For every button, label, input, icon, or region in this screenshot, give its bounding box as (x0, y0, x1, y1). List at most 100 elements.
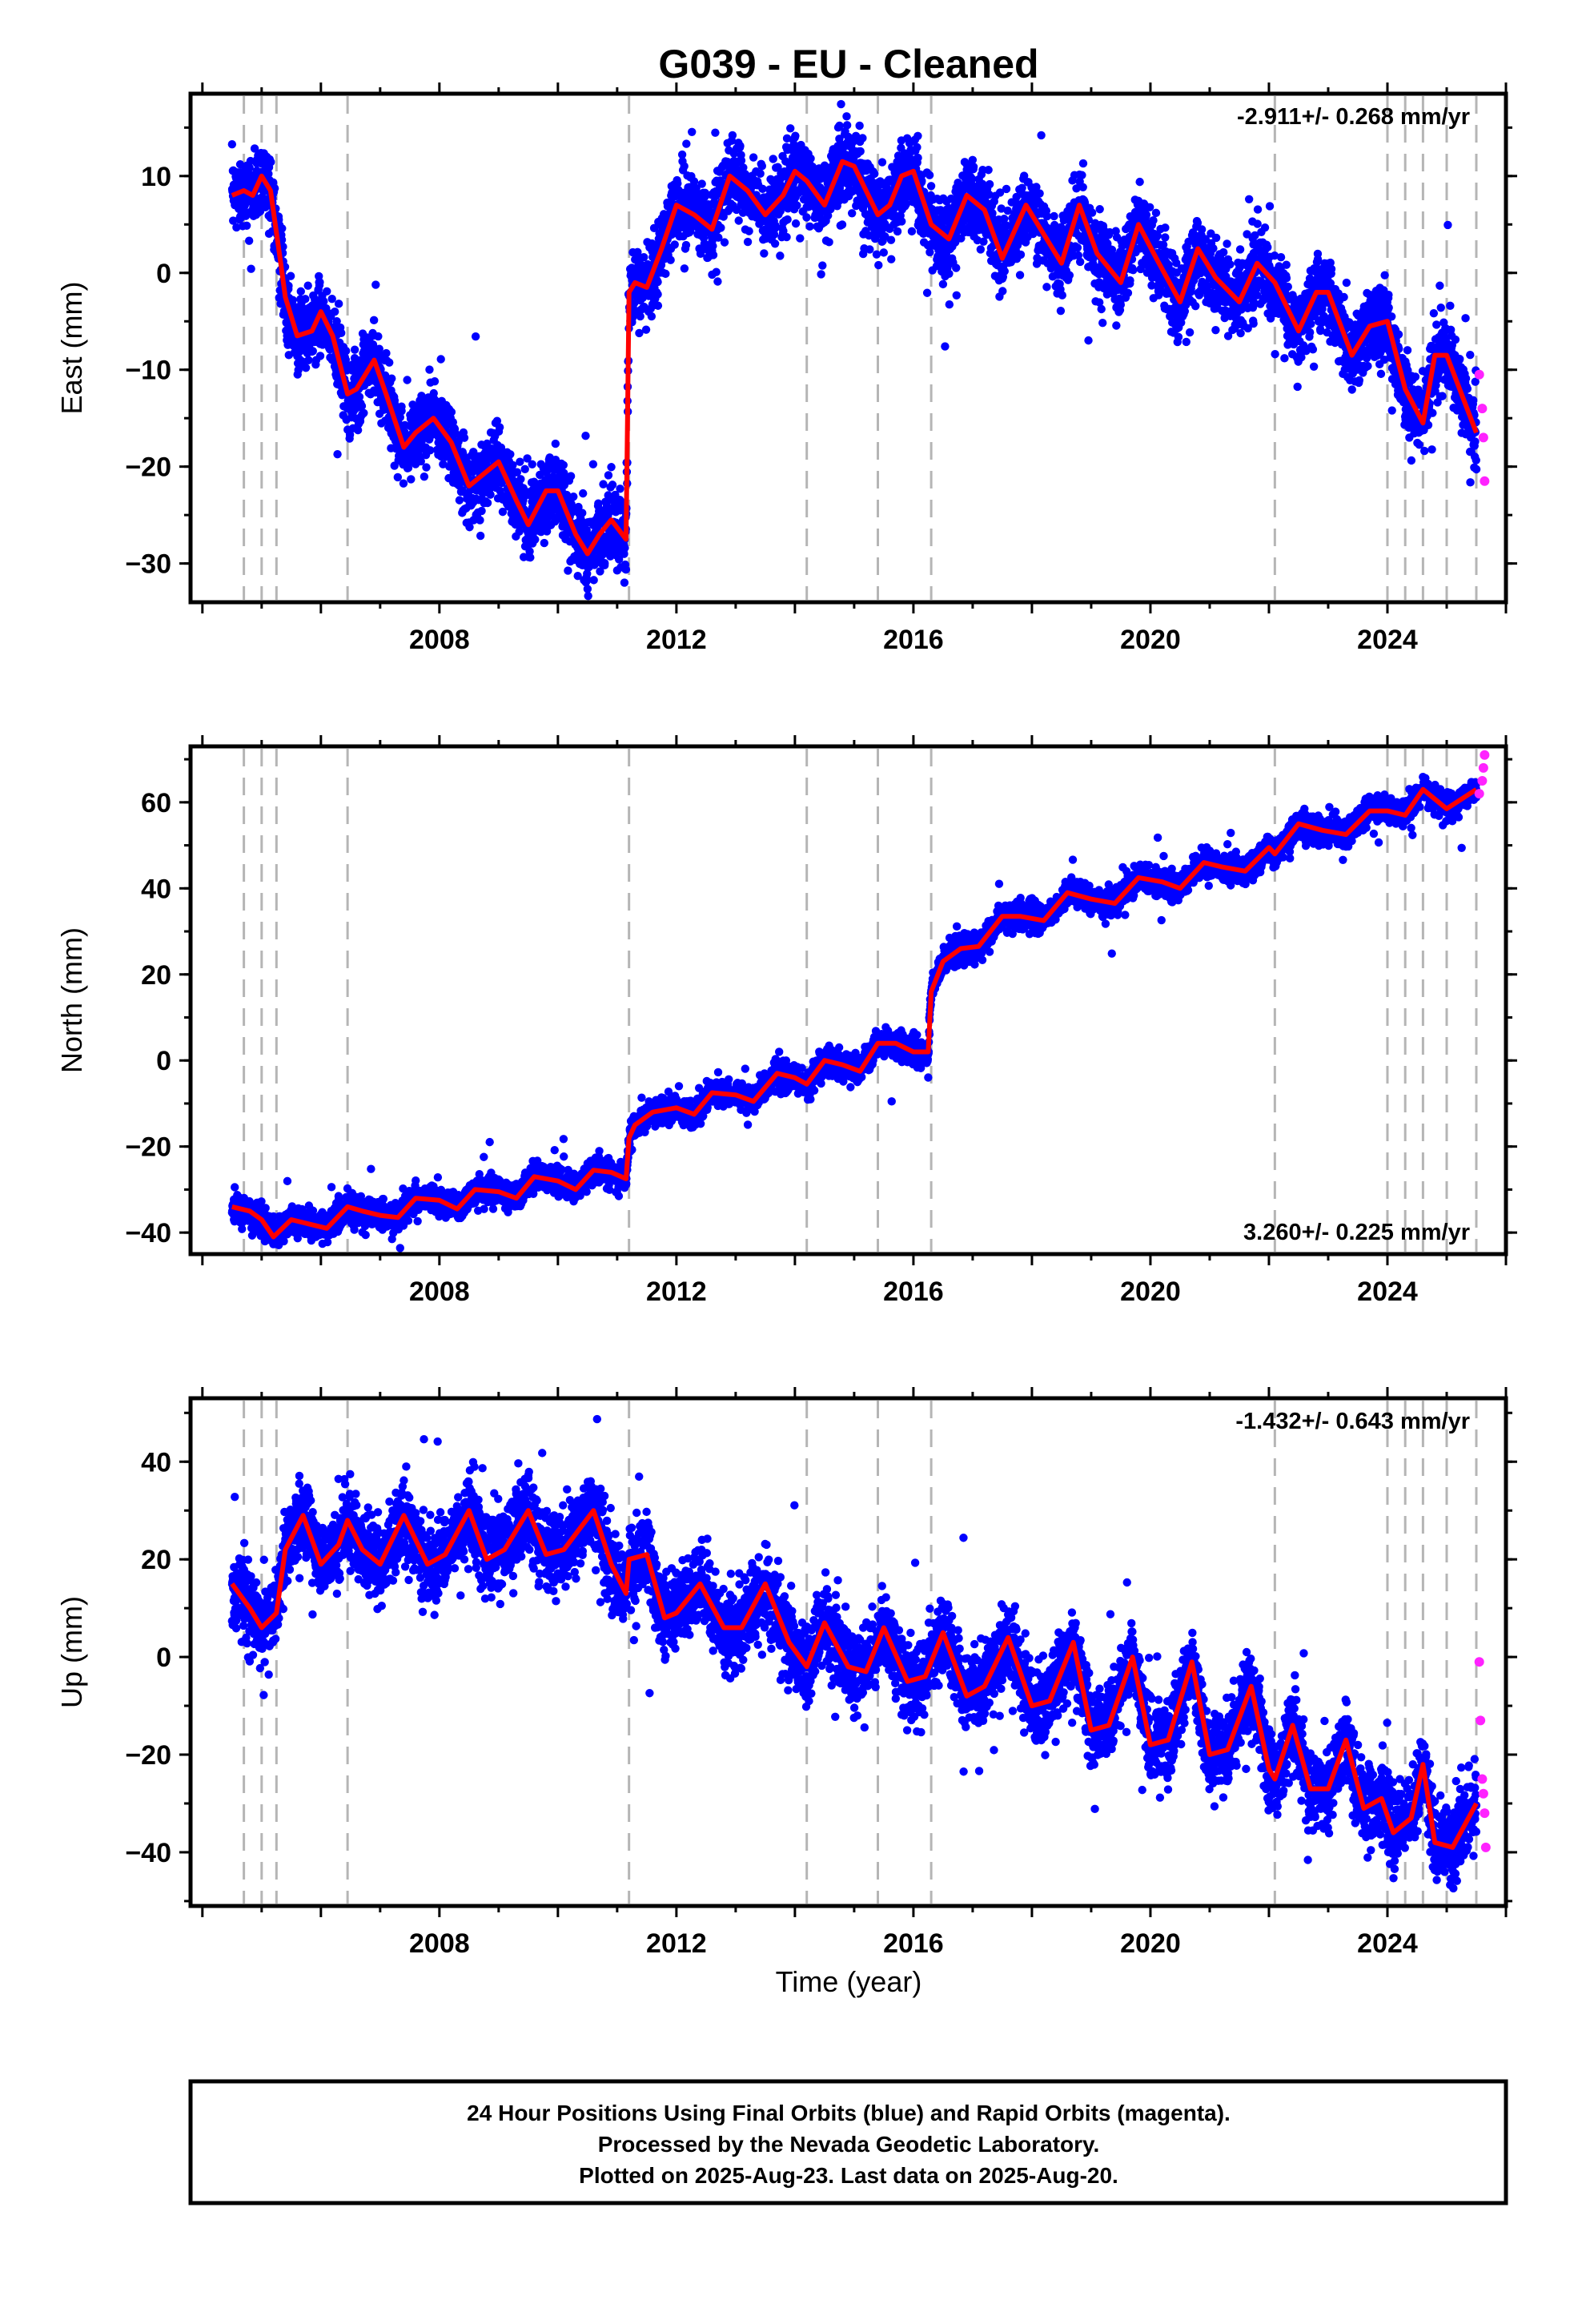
data-point (886, 235, 896, 244)
data-point (454, 437, 463, 446)
data-point (952, 263, 961, 272)
data-point (969, 163, 978, 171)
data-point (847, 209, 857, 218)
data-point (856, 147, 865, 156)
data-point (455, 496, 464, 505)
data-point (1172, 259, 1181, 267)
data-point (881, 232, 889, 241)
data-point (1019, 171, 1029, 180)
data-point (416, 456, 425, 466)
data-point (837, 99, 845, 109)
data-point (1073, 243, 1082, 252)
data-point (242, 221, 251, 230)
data-point (1032, 183, 1041, 191)
data-point (301, 364, 311, 372)
data-point (701, 188, 709, 198)
data-point (250, 144, 259, 153)
data-point (336, 328, 346, 338)
data-point (616, 485, 624, 493)
data-point (327, 294, 336, 304)
data-point (1015, 271, 1025, 279)
data-point (483, 498, 492, 508)
data-point (1164, 260, 1173, 269)
data-point (1094, 298, 1104, 307)
data-point (323, 287, 331, 296)
data-point (913, 153, 922, 163)
data-point (653, 301, 663, 310)
data-point (341, 356, 351, 364)
chart-title: G039 - EU - Cleaned (658, 42, 1038, 86)
data-point (350, 345, 359, 354)
data-point (823, 211, 833, 220)
data-point (578, 509, 587, 517)
data-point (1153, 231, 1162, 240)
data-point (945, 269, 954, 279)
data-point (594, 499, 603, 508)
data-point (1003, 206, 1012, 215)
data-point (296, 287, 305, 296)
data-point (769, 155, 777, 163)
data-point (1065, 271, 1074, 279)
data-point (244, 236, 254, 245)
data-point (967, 175, 977, 183)
data-point (528, 460, 536, 468)
data-point (952, 291, 961, 300)
data-point (682, 139, 691, 148)
data-point (578, 489, 588, 498)
data-point (635, 328, 644, 338)
data-point (995, 188, 1005, 197)
data-point (907, 227, 917, 236)
data-point (877, 158, 887, 167)
data-point (926, 247, 934, 257)
data-point (574, 502, 583, 512)
data-point (382, 348, 391, 358)
data-point (697, 179, 706, 188)
data-point (802, 213, 811, 222)
data-point (1142, 210, 1151, 219)
data-point (369, 316, 379, 325)
data-point (1180, 307, 1190, 316)
data-point (913, 143, 921, 152)
data-point (858, 134, 867, 143)
data-point (569, 492, 578, 501)
data-point (303, 281, 312, 290)
data-point (1074, 251, 1083, 260)
data-point (968, 155, 978, 164)
data-point (842, 121, 852, 130)
data-point (677, 150, 687, 159)
data-point (486, 490, 495, 499)
data-point (1050, 211, 1058, 221)
data-point (771, 221, 780, 231)
data-point (1123, 288, 1133, 298)
data-point (1058, 291, 1066, 300)
data-point (656, 260, 666, 270)
data-point (404, 464, 413, 472)
data-point (278, 224, 287, 233)
data-point (573, 572, 582, 581)
data-point (542, 527, 552, 536)
data-point (926, 182, 936, 191)
data-point (498, 507, 508, 517)
data-point (855, 121, 864, 131)
data-point (941, 342, 950, 351)
data-point (430, 376, 440, 386)
data-point (1075, 257, 1085, 267)
data-point (818, 261, 827, 270)
data-point (1018, 183, 1026, 192)
data-point (1185, 328, 1195, 337)
data-point (837, 220, 847, 229)
data-point (333, 449, 342, 459)
data-point (1078, 159, 1088, 168)
data-point (796, 234, 805, 243)
data-point (641, 325, 651, 334)
data-point (825, 238, 833, 247)
data-point (608, 480, 617, 489)
data-point (506, 450, 515, 459)
data-point (357, 401, 367, 411)
data-point (540, 538, 549, 548)
data-point (984, 166, 993, 175)
data-point (1111, 227, 1120, 235)
data-point (607, 463, 616, 472)
data-point (436, 355, 445, 364)
